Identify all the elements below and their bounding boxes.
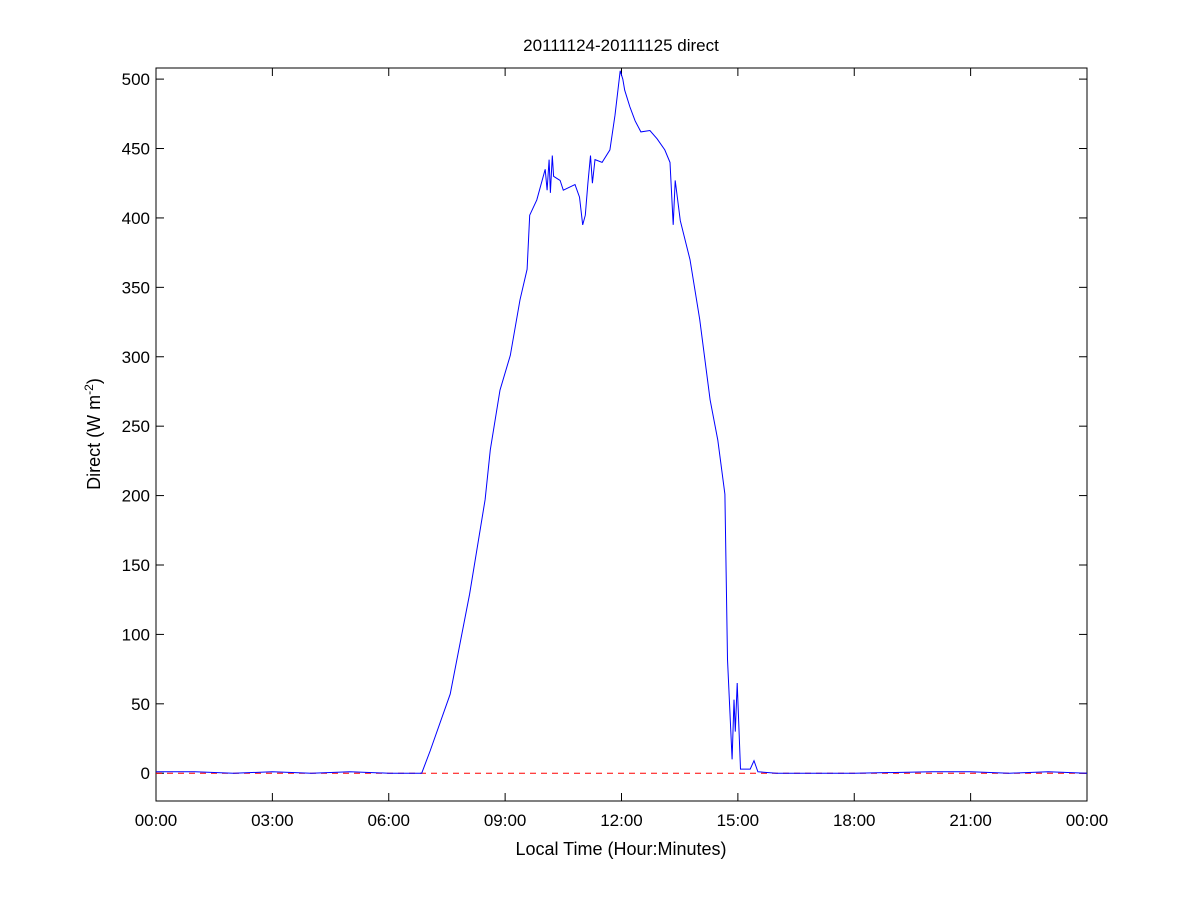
x-tick-label: 18:00 <box>833 811 876 830</box>
y-axis-label-sup: -2 <box>82 384 96 395</box>
y-axis-label-main: Direct (W m <box>84 395 104 490</box>
y-axis-label-close: ) <box>84 378 104 384</box>
y-tick-label: 300 <box>122 348 150 367</box>
y-tick-label: 400 <box>122 209 150 228</box>
y-tick-label: 150 <box>122 556 150 575</box>
x-tick-label: 06:00 <box>367 811 410 830</box>
y-tick-label: 100 <box>122 625 150 644</box>
x-tick-label: 00:00 <box>1066 811 1109 830</box>
x-tick-label: 15:00 <box>717 811 760 830</box>
x-tick-label: 00:00 <box>135 811 178 830</box>
y-tick-label: 450 <box>122 140 150 159</box>
y-tick-label: 350 <box>122 278 150 297</box>
x-axis: 00:00 03:00 06:00 09:00 12:00 15:00 18:00 21:00… <box>135 68 1109 830</box>
y-axis-label: Direct (W m-2) <box>82 378 104 490</box>
y-tick-label: 200 <box>122 487 150 506</box>
y-tick-label: 250 <box>122 417 150 436</box>
x-tick-label: 09:00 <box>484 811 527 830</box>
y-tick-label: 0 <box>141 764 150 783</box>
x-tick-label: 21:00 <box>949 811 992 830</box>
x-tick-label: 03:00 <box>251 811 294 830</box>
y-tick-label: 50 <box>131 695 150 714</box>
x-tick-label: 12:00 <box>600 811 643 830</box>
plot-area <box>155 67 1088 802</box>
y-axis: 0 50 100 150 200 250 300 350 400 450 500 <box>122 70 1087 783</box>
chart-title: 20111124-20111125 direct <box>523 36 719 55</box>
series-line-direct <box>156 70 1088 774</box>
x-axis-label: Local Time (Hour:Minutes) <box>515 839 726 859</box>
y-tick-label: 500 <box>122 70 150 89</box>
